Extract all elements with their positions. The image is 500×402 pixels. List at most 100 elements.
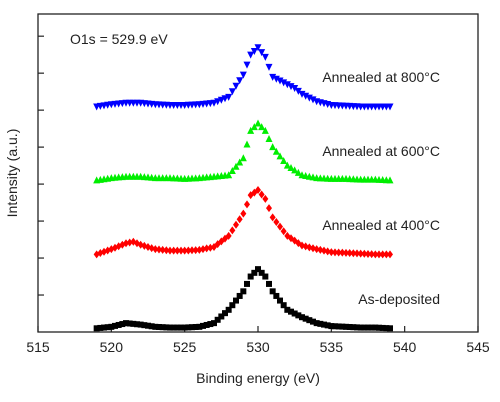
data-point bbox=[240, 288, 247, 295]
data-point bbox=[250, 47, 258, 55]
data-point bbox=[309, 96, 317, 104]
data-point bbox=[313, 245, 320, 254]
x-axis-title: Binding energy (eV) bbox=[196, 370, 320, 386]
data-point bbox=[280, 227, 287, 236]
data-point bbox=[302, 315, 309, 322]
data-point bbox=[269, 213, 276, 222]
data-point bbox=[200, 322, 206, 329]
data-point bbox=[365, 324, 371, 331]
data-point bbox=[214, 316, 221, 323]
data-point bbox=[211, 320, 217, 327]
data-point bbox=[178, 246, 184, 255]
data-point bbox=[156, 324, 162, 331]
data-point bbox=[284, 306, 291, 313]
data-point bbox=[276, 152, 284, 160]
data-point bbox=[291, 84, 299, 92]
data-point bbox=[207, 321, 214, 328]
data-point bbox=[225, 171, 233, 179]
x-tick-label: 520 bbox=[100, 339, 124, 355]
data-point bbox=[272, 147, 280, 155]
data-point bbox=[112, 322, 118, 329]
data-point bbox=[383, 325, 390, 332]
data-point bbox=[189, 246, 195, 255]
data-point bbox=[174, 246, 181, 255]
series-3 bbox=[93, 44, 394, 111]
data-point bbox=[295, 312, 302, 319]
data-point bbox=[244, 280, 250, 287]
data-point bbox=[225, 306, 232, 313]
data-point bbox=[178, 324, 184, 331]
annotation-text: O1s = 529.9 eV bbox=[70, 31, 168, 47]
data-point bbox=[250, 123, 258, 131]
data-point bbox=[361, 324, 368, 331]
data-point bbox=[229, 302, 236, 309]
data-point bbox=[233, 297, 239, 304]
data-point bbox=[261, 53, 269, 61]
data-point bbox=[229, 226, 236, 235]
data-point bbox=[214, 98, 222, 106]
data-point bbox=[368, 324, 375, 331]
data-point bbox=[123, 320, 129, 327]
data-point bbox=[185, 246, 192, 255]
x-axis-ticks: 515 520 525 530 535 540 545 bbox=[26, 326, 490, 355]
data-point bbox=[379, 324, 386, 331]
data-point bbox=[101, 324, 107, 331]
data-point bbox=[239, 71, 247, 79]
data-point bbox=[130, 320, 137, 327]
data-point bbox=[228, 166, 236, 174]
data-point bbox=[332, 248, 338, 257]
series-2 bbox=[93, 119, 394, 184]
data-point bbox=[266, 280, 272, 287]
data-point bbox=[174, 324, 181, 331]
data-point bbox=[287, 83, 295, 91]
data-point bbox=[328, 323, 335, 330]
data-point bbox=[255, 186, 261, 195]
data-point bbox=[346, 249, 353, 258]
series-labels: As-deposited Annealed at 400°C Annealed at… bbox=[322, 69, 440, 307]
x-tick-label: 530 bbox=[246, 339, 270, 355]
data-point bbox=[280, 79, 288, 87]
data-point bbox=[104, 324, 111, 331]
data-point bbox=[93, 325, 100, 332]
data-point bbox=[277, 297, 283, 304]
data-point bbox=[196, 323, 203, 330]
data-point bbox=[339, 323, 346, 330]
data-point bbox=[321, 246, 327, 255]
data-point bbox=[236, 292, 243, 299]
data-point bbox=[265, 134, 273, 142]
data-point bbox=[262, 194, 269, 203]
data-point bbox=[156, 245, 162, 254]
data-point bbox=[137, 321, 144, 328]
data-point bbox=[280, 302, 287, 309]
data-point bbox=[306, 317, 313, 324]
data-point bbox=[218, 313, 225, 320]
data-point bbox=[119, 321, 126, 328]
data-point bbox=[354, 249, 360, 258]
data-point bbox=[232, 82, 240, 90]
data-point bbox=[365, 249, 371, 258]
data-point bbox=[376, 324, 382, 331]
data-point bbox=[243, 140, 251, 148]
data-point bbox=[225, 231, 232, 240]
data-point bbox=[372, 324, 379, 331]
data-point bbox=[317, 245, 324, 254]
x-tick-label: 515 bbox=[26, 339, 50, 355]
data-point bbox=[251, 188, 258, 197]
data-point bbox=[170, 246, 177, 255]
data-point bbox=[126, 238, 133, 247]
data-point bbox=[247, 273, 254, 280]
data-point bbox=[200, 245, 206, 254]
data-point bbox=[277, 222, 283, 231]
data-point bbox=[272, 75, 280, 83]
data-point bbox=[228, 88, 236, 96]
data-point bbox=[269, 73, 277, 81]
data-point bbox=[339, 248, 346, 257]
data-point bbox=[313, 320, 320, 327]
data-point bbox=[299, 314, 305, 321]
series-layer bbox=[93, 44, 394, 332]
data-point bbox=[386, 103, 394, 111]
data-point bbox=[236, 158, 244, 166]
data-point bbox=[123, 239, 129, 248]
data-point bbox=[266, 204, 272, 213]
